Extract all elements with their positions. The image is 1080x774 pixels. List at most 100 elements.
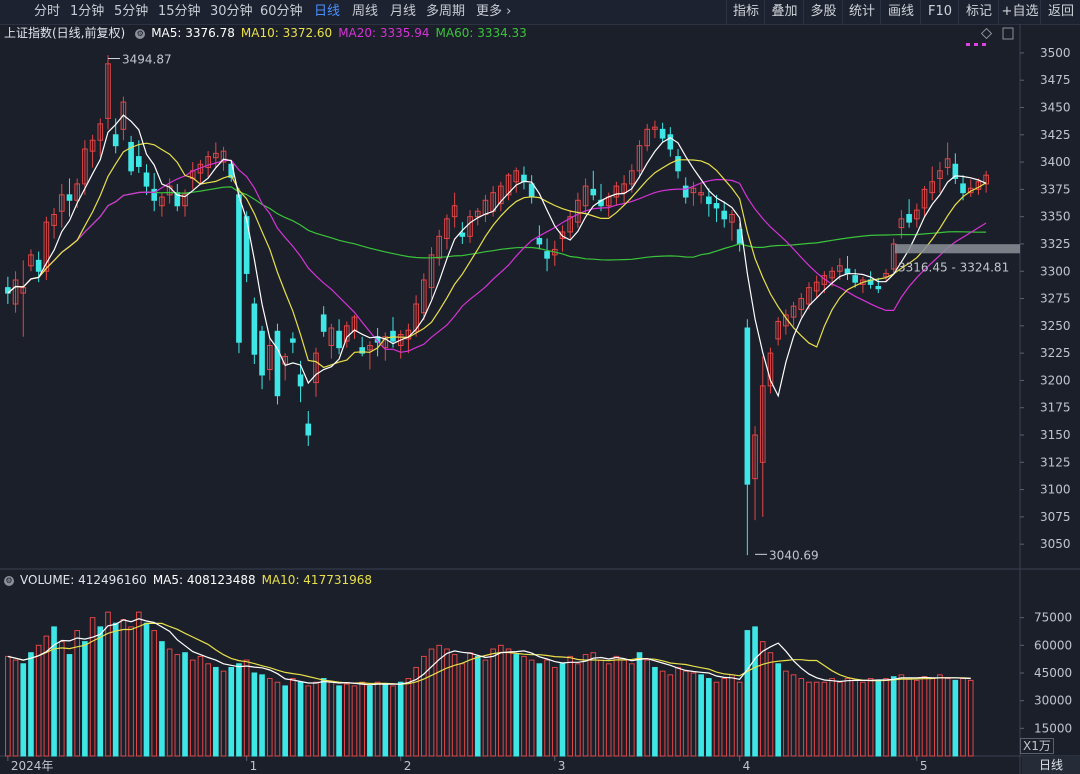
candle-body <box>105 63 111 119</box>
y-tick-label: 3150 <box>1040 428 1071 442</box>
candle-body <box>921 188 928 209</box>
volume-bar <box>89 617 96 757</box>
volume-bar <box>305 685 312 757</box>
volume-bar <box>944 678 951 757</box>
volume-bar <box>467 652 473 757</box>
volume-tick-label: 15000 <box>1034 721 1072 735</box>
volume-bar <box>151 630 158 757</box>
volume-bar <box>213 666 219 757</box>
legend-ma10: MA10: 3372.60 <box>240 26 333 40</box>
volume-bar <box>421 655 427 757</box>
candle-body <box>205 156 211 169</box>
candle-body <box>914 209 920 220</box>
tab-5[interactable]: 60分钟 <box>260 4 303 19</box>
y-tick-label: 3375 <box>1040 182 1071 196</box>
volume-bar <box>428 648 435 757</box>
candle-body <box>89 139 96 152</box>
volume-bar <box>282 685 288 757</box>
candle-body <box>66 194 73 201</box>
tab-3[interactable]: 15分钟 <box>158 4 201 19</box>
candle-body <box>713 203 720 209</box>
candle-body <box>798 298 805 310</box>
volume-bar <box>166 648 173 757</box>
toolbar-button-2[interactable]: 多股 <box>803 0 843 24</box>
volume-bar <box>290 678 296 757</box>
volume-tick-label: 60000 <box>1034 638 1072 652</box>
ma60-line <box>7 186 987 294</box>
volume-bar <box>266 678 273 757</box>
candle-body <box>236 194 242 343</box>
candle-body <box>112 134 119 147</box>
tab-2[interactable]: 5分钟 <box>114 4 149 19</box>
toolbar-button-3[interactable]: 统计 <box>842 0 881 24</box>
volume-bar <box>5 655 11 757</box>
bottom-period-tab[interactable]: 日线 <box>1022 756 1080 774</box>
menu-dot-icon <box>974 43 978 46</box>
candle-body <box>659 128 666 139</box>
volume-bar <box>706 678 712 757</box>
volume-bar <box>729 674 735 757</box>
tab-6[interactable]: 日线 <box>314 4 341 19</box>
legend-ma5: MA5: 3376.78 <box>151 26 235 40</box>
volume-bar <box>783 670 789 757</box>
candle-body <box>328 327 335 346</box>
volume-bar <box>220 670 227 757</box>
volume-bar <box>413 666 419 757</box>
tab-1[interactable]: 1分钟 <box>70 4 105 19</box>
settings-icon[interactable]: ⚙ <box>4 575 14 586</box>
settings-icon[interactable]: ⚙ <box>135 28 146 39</box>
volume-bar <box>875 679 882 757</box>
candle-body <box>883 272 889 278</box>
toolbar-button-1[interactable]: 叠加 <box>764 0 804 24</box>
volume-bar <box>621 659 627 757</box>
toolbar-button-4[interactable]: 画线 <box>880 0 921 24</box>
candle-body <box>752 434 758 480</box>
volume-bar <box>752 626 758 757</box>
volume-bar <box>675 666 681 757</box>
toolbar-button-0[interactable]: 指标 <box>726 0 765 24</box>
volume-bar <box>182 652 188 757</box>
volume-bar <box>721 678 728 757</box>
volume-bar <box>382 683 389 757</box>
candle-body <box>937 170 943 179</box>
candle-body <box>829 270 835 279</box>
y-tick-label: 3325 <box>1040 237 1071 251</box>
volume-ma10: MA10: 417731968 <box>261 573 373 587</box>
toolbar-button-8[interactable]: 返回 <box>1040 0 1080 24</box>
tab-4[interactable]: 30分钟 <box>210 4 253 19</box>
candle-body <box>266 344 273 371</box>
candle-body <box>259 330 265 376</box>
volume-bar <box>567 655 573 757</box>
candle-body <box>320 314 327 332</box>
tab-10[interactable]: 更多 › <box>476 4 512 19</box>
volume-bar <box>898 674 905 757</box>
volume-ma5-line <box>7 618 971 686</box>
volume-bar <box>297 681 304 757</box>
volume-bar <box>929 678 936 757</box>
volume-bar <box>528 659 535 757</box>
tab-0[interactable]: 分时 <box>34 4 61 19</box>
candle-body <box>952 163 959 179</box>
tab-8[interactable]: 月线 <box>390 4 417 19</box>
volume-bar <box>390 685 396 757</box>
candle-body <box>528 183 535 198</box>
candle-body <box>421 279 427 314</box>
volume-ma5: MA5: 408123488 <box>152 573 256 587</box>
toolbar-button-6[interactable]: 标记 <box>958 0 999 24</box>
volume-bar <box>644 659 651 757</box>
tab-7[interactable]: 周线 <box>352 4 379 19</box>
toolbar-button-7[interactable]: +自选 <box>998 0 1041 24</box>
candle-body <box>367 344 373 351</box>
volume-bar <box>559 663 566 757</box>
tab-9[interactable]: 多周期 <box>426 4 466 19</box>
volume-bar <box>367 685 373 757</box>
candle-body <box>313 352 319 384</box>
volume-bar <box>759 641 766 757</box>
volume-bar <box>498 644 504 757</box>
volume-bar <box>798 678 805 757</box>
y-tick-label: 3200 <box>1040 373 1071 387</box>
toolbar-button-5[interactable]: F10 <box>920 0 959 24</box>
candle-body <box>474 210 481 218</box>
y-tick-label: 3250 <box>1040 319 1071 333</box>
